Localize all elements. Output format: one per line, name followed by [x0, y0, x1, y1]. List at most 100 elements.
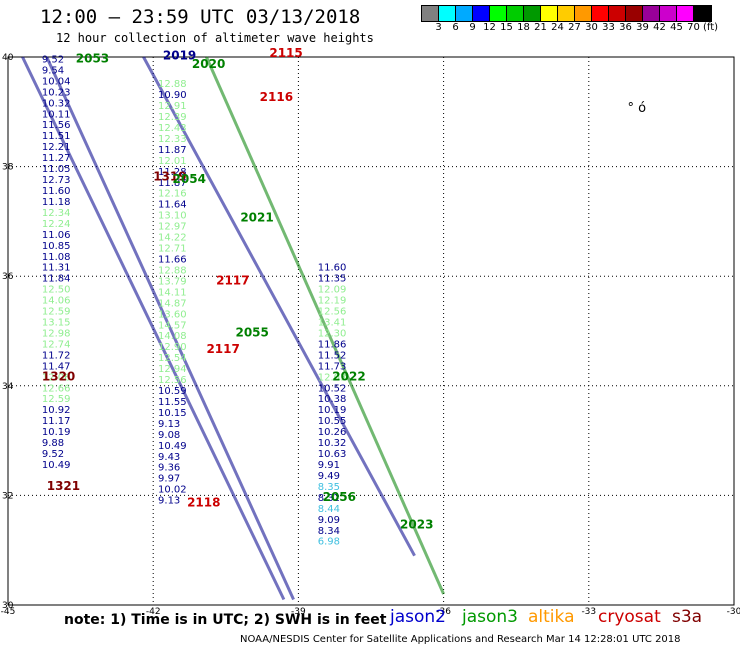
swh-value: 11.06 — [42, 230, 71, 241]
color-scale-label: 24 — [551, 22, 564, 33]
pass-time-label: 2117 — [216, 273, 249, 287]
swh-value: 12.19 — [318, 296, 347, 307]
legend-cryosat: cryosat — [598, 607, 661, 627]
color-scale-cell — [490, 6, 507, 21]
color-scale-cell — [609, 6, 626, 21]
swh-value: 11.51 — [42, 131, 71, 142]
swh-value: 11.52 — [318, 350, 347, 361]
swh-value: 10.63 — [318, 449, 347, 460]
pass-time-label: 2116 — [260, 90, 293, 104]
swh-value: 8.34 — [318, 526, 340, 537]
lat-tick-label: 38 — [2, 163, 14, 173]
legend-s3a: s3a — [672, 607, 703, 627]
swh-value: 11.18 — [42, 197, 71, 208]
swh-value: 12.97 — [158, 222, 187, 233]
color-scale-label: (ft) — [702, 22, 719, 33]
color-scale-cell — [524, 6, 541, 21]
swh-value: 9.43 — [158, 452, 180, 463]
color-scale-label: 42 — [653, 22, 666, 33]
swh-value: 11.72 — [42, 350, 71, 361]
swh-value: 12.34 — [42, 208, 71, 219]
swh-value: 10.19 — [42, 427, 71, 438]
swh-value: 11.35 — [318, 274, 347, 285]
swh-value: 11.66 — [158, 255, 187, 266]
color-scale-label: 18 — [517, 22, 530, 33]
color-scale-label: 27 — [568, 22, 581, 33]
swh-value: 12.33 — [158, 134, 187, 145]
lat-tick-label: 30 — [2, 601, 14, 611]
swh-value: 13.10 — [158, 211, 187, 222]
color-scale-cell — [677, 6, 694, 21]
swh-value: 12.16 — [158, 189, 187, 200]
swh-value: 9.09 — [318, 515, 340, 526]
swh-value: 11.56 — [42, 120, 71, 131]
swh-value: 14.06 — [42, 296, 71, 307]
color-scale-cell — [422, 6, 439, 21]
swh-value: 10.04 — [42, 76, 71, 87]
track-2053-line — [45, 56, 295, 601]
swh-value: 11.47 — [42, 361, 71, 372]
lon-tick-label: -36 — [436, 607, 451, 617]
color-scale-label: 70 — [687, 22, 700, 33]
swh-value: 9.52 — [42, 449, 64, 460]
color-scale-label: 39 — [636, 22, 649, 33]
pass-time-label: 2054 — [173, 172, 206, 186]
swh-value: 11.86 — [318, 339, 347, 350]
swh-value: 11.08 — [42, 252, 71, 263]
swh-value: 13.79 — [158, 276, 187, 287]
swh-value: 8.32 — [318, 493, 340, 504]
swh-value: 10.23 — [42, 87, 71, 98]
swh-value: 9.97 — [158, 474, 180, 485]
swh-value: 10.11 — [42, 109, 71, 120]
swh-value: 12.43 — [158, 123, 187, 134]
swh-value: 12.06 — [42, 372, 71, 383]
color-scale-label: 9 — [469, 22, 476, 33]
swh-value: 12.03 — [318, 372, 347, 383]
lat-tick-label: 34 — [2, 382, 14, 392]
swh-value: 12.59 — [42, 307, 71, 318]
swh-value: 10.02 — [158, 485, 187, 496]
footnote: note: 1) Time is in UTC; 2) SWH is in fe… — [64, 612, 387, 628]
swh-value: 11.28 — [158, 167, 187, 178]
swh-value: 10.32 — [42, 98, 71, 109]
swh-value: 9.13 — [158, 496, 180, 507]
swh-value: 13.41 — [318, 318, 347, 329]
swh-value: 11.73 — [318, 361, 347, 372]
color-scale-cell — [439, 6, 456, 21]
swh-value: 12.56 — [318, 307, 347, 318]
color-scale-label: 15 — [500, 22, 513, 33]
lon-tick-label: -33 — [581, 607, 596, 617]
swh-value: 11.55 — [158, 397, 187, 408]
swh-value: 9.88 — [42, 438, 64, 449]
swh-value: 10.32 — [318, 438, 347, 449]
swh-value: 14.22 — [158, 233, 187, 244]
pass-time-label: 1321 — [47, 479, 80, 493]
swh-value: 11.60 — [42, 186, 71, 197]
swh-value: 12.71 — [158, 244, 187, 255]
swh-value: 13.60 — [158, 309, 187, 320]
color-scale-cell — [456, 6, 473, 21]
swh-value: 12.94 — [158, 364, 187, 375]
color-scale-label: 12 — [483, 22, 496, 33]
swh-value: 10.49 — [158, 441, 187, 452]
swh-value: 9.36 — [158, 463, 180, 474]
swh-value: 14.11 — [158, 287, 187, 298]
swh-value: 10.85 — [42, 241, 71, 252]
swh-value: 12.21 — [42, 142, 71, 153]
map-frame — [7, 56, 735, 606]
lat-tick-label: 36 — [2, 272, 14, 282]
legend-altika: altika — [528, 607, 575, 627]
swh-value: 11.84 — [42, 274, 71, 285]
swh-value: 12.59 — [42, 394, 71, 405]
credit-footer: NOAA/NESDIS Center for Satellite Applica… — [240, 634, 681, 645]
swh-value: 12.54 — [158, 353, 187, 364]
swh-value: 12.73 — [42, 175, 71, 186]
color-scale-cell — [660, 6, 677, 21]
swh-value: 10.15 — [158, 408, 187, 419]
lon-tick-label: -39 — [291, 607, 306, 617]
swh-value: 14.08 — [158, 331, 187, 342]
color-scale-cell — [694, 6, 711, 21]
swh-value: 10.59 — [158, 386, 187, 397]
swh-value: 12.01 — [158, 156, 187, 167]
